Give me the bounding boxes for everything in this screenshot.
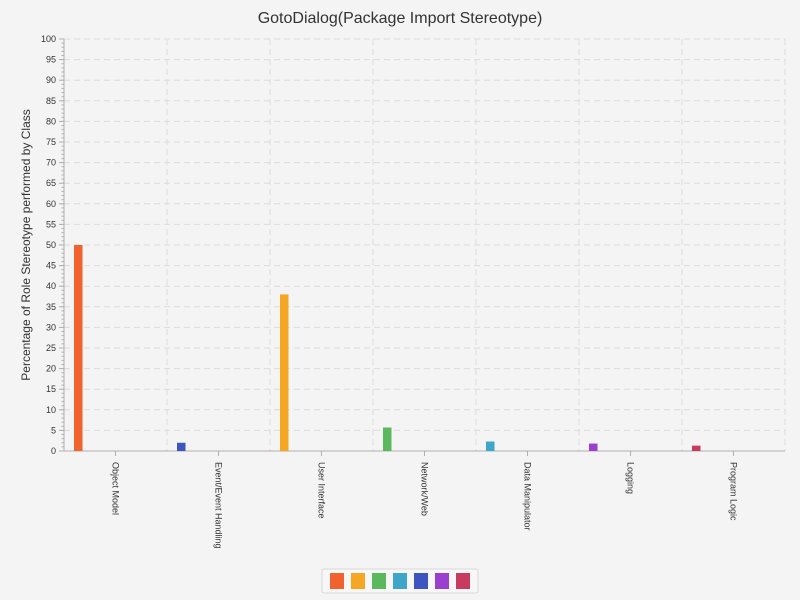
- x-tick-labels: Object Model Event/Event Handling User Int…: [111, 462, 739, 549]
- y-axis-label: Percentage of Role Stereotype performed …: [19, 109, 33, 380]
- y-tick-label: 50: [46, 240, 56, 250]
- y-tick-label: 15: [46, 384, 56, 394]
- legend-swatch: [372, 573, 386, 589]
- y-tick-label: 100: [41, 34, 56, 44]
- x-tick-label: User Interface: [317, 462, 327, 519]
- x-tick-label: Data Manipulator: [523, 462, 533, 531]
- bar: [74, 245, 83, 451]
- legend: [321, 568, 479, 594]
- bar: [589, 443, 598, 451]
- y-tick-label: 85: [46, 96, 56, 106]
- legend-swatch: [435, 573, 449, 589]
- y-tick-labels: 0 5 10 15 20 25 30 35 40 45 50 55 60 65 70 75 80 85 90 95 10…: [41, 34, 56, 456]
- y-tick-label: 5: [51, 425, 56, 435]
- y-tick-label: 20: [46, 364, 56, 374]
- y-tick-label: 55: [46, 219, 56, 229]
- y-tick-label: 95: [46, 55, 56, 65]
- y-tick-label: 25: [46, 343, 56, 353]
- y-tick-label: 45: [46, 261, 56, 271]
- y-tick-label: 70: [46, 158, 56, 168]
- legend-swatch: [456, 573, 470, 589]
- y-tick-label: 75: [46, 137, 56, 147]
- y-tick-label: 40: [46, 281, 56, 291]
- grid-lines: [64, 38, 786, 451]
- bar: [177, 442, 186, 451]
- y-tick-label: 0: [51, 446, 56, 456]
- x-tick-label: Event/Event Handling: [214, 462, 224, 549]
- bar: [486, 441, 495, 451]
- bar: [280, 294, 289, 451]
- legend-swatch: [351, 573, 365, 589]
- x-tick-label: Program Logic: [729, 462, 739, 521]
- chart-title: GotoDialog(Package Import Stereotype): [258, 10, 543, 27]
- y-tick-label: 80: [46, 116, 56, 126]
- x-tick-label: Object Model: [111, 462, 121, 515]
- y-tick-label: 65: [46, 178, 56, 188]
- y-tick-label: 10: [46, 405, 56, 415]
- bar: [383, 427, 392, 451]
- bar: [692, 445, 701, 451]
- x-tick-label: Network/Web: [420, 462, 430, 516]
- y-tick-label: 35: [46, 302, 56, 312]
- legend-swatch: [414, 573, 428, 589]
- legend-swatch: [393, 573, 407, 589]
- bars: [74, 245, 701, 451]
- y-tick-label: 90: [46, 75, 56, 85]
- axes: [59, 38, 785, 456]
- x-tick-label: Logging: [626, 462, 636, 494]
- legend-swatch: [330, 573, 344, 589]
- y-tick-label: 60: [46, 199, 56, 209]
- y-tick-label: 30: [46, 322, 56, 332]
